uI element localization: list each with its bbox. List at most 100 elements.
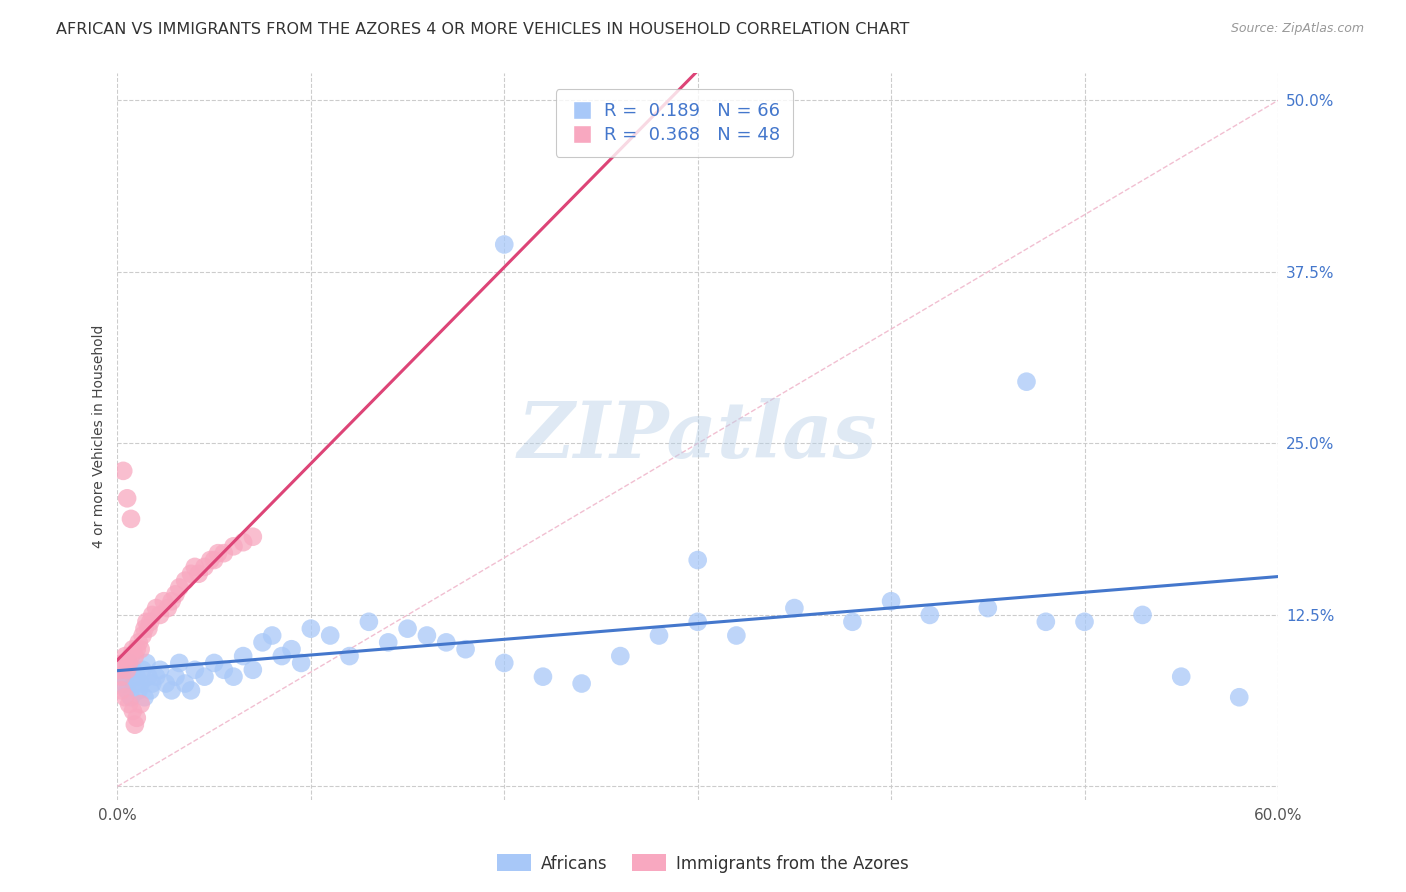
Immigrants from the Azores <box>242 530 264 544</box>
Immigrants from the Azores <box>153 594 176 608</box>
Immigrants from the Azores <box>115 491 138 506</box>
Africans <box>299 622 322 636</box>
Africans <box>262 628 284 642</box>
Immigrants from the Azores <box>112 656 135 670</box>
Africans <box>725 628 748 642</box>
Africans <box>212 663 235 677</box>
Africans <box>193 670 215 684</box>
Immigrants from the Azores <box>222 539 245 553</box>
Africans <box>270 649 292 664</box>
Immigrants from the Azores <box>124 649 146 664</box>
Africans <box>110 663 132 677</box>
Africans <box>139 683 162 698</box>
Africans <box>141 676 163 690</box>
Africans <box>174 676 197 690</box>
Immigrants from the Azores <box>165 587 187 601</box>
Africans <box>531 670 554 684</box>
Immigrants from the Azores <box>115 663 138 677</box>
Africans <box>686 615 709 629</box>
Africans <box>609 649 631 664</box>
Immigrants from the Azores <box>139 615 162 629</box>
Africans <box>122 663 145 677</box>
Africans <box>841 615 863 629</box>
Africans <box>149 663 172 677</box>
Africans <box>222 670 245 684</box>
Africans <box>494 656 516 670</box>
Immigrants from the Azores <box>128 635 150 649</box>
Africans <box>1015 375 1038 389</box>
Africans <box>125 670 148 684</box>
Immigrants from the Azores <box>141 607 163 622</box>
Africans <box>977 601 1000 615</box>
Africans <box>1073 615 1095 629</box>
Africans <box>880 594 903 608</box>
Text: ZIPatlas: ZIPatlas <box>517 399 877 475</box>
Immigrants from the Azores <box>118 697 141 711</box>
Africans <box>571 676 593 690</box>
Africans <box>783 601 806 615</box>
Africans <box>339 649 361 664</box>
Africans <box>169 656 191 670</box>
Africans <box>434 635 457 649</box>
Immigrants from the Azores <box>232 535 254 549</box>
Immigrants from the Azores <box>174 574 197 588</box>
Immigrants from the Azores <box>120 512 142 526</box>
Africans <box>918 607 941 622</box>
Africans <box>160 683 183 698</box>
Legend: Africans, Immigrants from the Azores: Africans, Immigrants from the Azores <box>491 847 915 880</box>
Africans <box>396 622 419 636</box>
Africans <box>131 663 153 677</box>
Africans <box>165 670 187 684</box>
Y-axis label: 4 or more Vehicles in Household: 4 or more Vehicles in Household <box>93 325 107 549</box>
Immigrants from the Azores <box>112 464 135 478</box>
Africans <box>138 670 160 684</box>
Immigrants from the Azores <box>110 670 132 684</box>
Immigrants from the Azores <box>134 622 156 636</box>
Africans <box>120 690 142 705</box>
Africans <box>1132 607 1154 622</box>
Immigrants from the Azores <box>114 649 136 664</box>
Immigrants from the Azores <box>108 663 131 677</box>
Africans <box>357 615 380 629</box>
Text: AFRICAN VS IMMIGRANTS FROM THE AZORES 4 OR MORE VEHICLES IN HOUSEHOLD CORRELATIO: AFRICAN VS IMMIGRANTS FROM THE AZORES 4 … <box>56 22 910 37</box>
Immigrants from the Azores <box>135 615 157 629</box>
Immigrants from the Azores <box>120 649 142 664</box>
Immigrants from the Azores <box>202 553 225 567</box>
Immigrants from the Azores <box>193 560 215 574</box>
Immigrants from the Azores <box>200 553 222 567</box>
Immigrants from the Azores <box>131 628 153 642</box>
Africans <box>202 656 225 670</box>
Immigrants from the Azores <box>122 704 145 718</box>
Immigrants from the Azores <box>169 581 191 595</box>
Immigrants from the Azores <box>129 642 152 657</box>
Africans <box>134 690 156 705</box>
Immigrants from the Azores <box>125 711 148 725</box>
Immigrants from the Azores <box>110 683 132 698</box>
Immigrants from the Azores <box>145 601 167 615</box>
Africans <box>118 656 141 670</box>
Immigrants from the Azores <box>180 566 202 581</box>
Africans <box>135 656 157 670</box>
Immigrants from the Azores <box>125 642 148 657</box>
Immigrants from the Azores <box>149 607 172 622</box>
Africans <box>129 676 152 690</box>
Africans <box>1035 615 1057 629</box>
Africans <box>494 237 516 252</box>
Africans <box>114 670 136 684</box>
Africans <box>290 656 312 670</box>
Legend: R =  0.189   N = 66, R =  0.368   N = 48: R = 0.189 N = 66, R = 0.368 N = 48 <box>555 89 793 157</box>
Immigrants from the Azores <box>187 566 209 581</box>
Africans <box>280 642 302 657</box>
Africans <box>454 642 477 657</box>
Immigrants from the Azores <box>118 656 141 670</box>
Africans <box>128 683 150 698</box>
Africans <box>686 553 709 567</box>
Immigrants from the Azores <box>184 560 207 574</box>
Immigrants from the Azores <box>212 546 235 560</box>
Africans <box>648 628 671 642</box>
Africans <box>242 663 264 677</box>
Africans <box>377 635 399 649</box>
Africans <box>252 635 274 649</box>
Africans <box>155 676 177 690</box>
Immigrants from the Azores <box>114 690 136 705</box>
